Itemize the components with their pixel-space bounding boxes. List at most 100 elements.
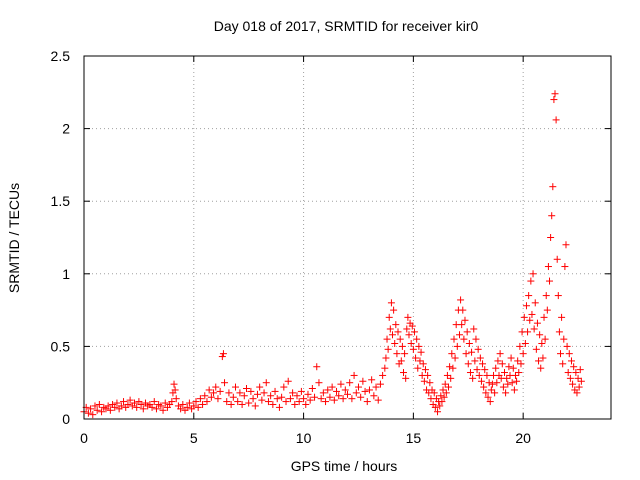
y-tick-label: 1 xyxy=(62,266,70,282)
data-point xyxy=(386,325,394,333)
data-point xyxy=(517,360,525,368)
data-point xyxy=(391,339,399,347)
data-point xyxy=(401,350,409,358)
data-point xyxy=(273,395,281,403)
data-point xyxy=(337,380,345,388)
data-point xyxy=(540,313,548,321)
data-point xyxy=(558,313,566,321)
data-point xyxy=(532,345,540,353)
y-axis-label: SRMTID / TECUs xyxy=(6,183,22,293)
data-point xyxy=(409,345,417,353)
data-point xyxy=(304,390,312,398)
data-point xyxy=(556,350,564,358)
data-point xyxy=(390,306,398,314)
data-point xyxy=(190,402,198,410)
data-point xyxy=(89,411,97,419)
data-point xyxy=(382,354,390,362)
data-point xyxy=(488,380,496,388)
data-point xyxy=(359,377,367,385)
data-point xyxy=(507,354,515,362)
data-point xyxy=(491,389,499,397)
data-point xyxy=(381,364,389,372)
data-point xyxy=(289,389,297,397)
data-point xyxy=(280,383,288,391)
data-point xyxy=(424,371,432,379)
data-point xyxy=(335,392,343,400)
data-point xyxy=(563,342,571,350)
data-point xyxy=(530,325,538,333)
data-point xyxy=(111,403,119,411)
data-point xyxy=(374,396,382,404)
data-point xyxy=(93,406,101,414)
data-point xyxy=(267,392,275,400)
data-point xyxy=(574,374,582,382)
grid-layer xyxy=(84,56,611,419)
data-point xyxy=(553,255,561,263)
data-point xyxy=(225,389,233,397)
data-point xyxy=(438,398,446,406)
data-point xyxy=(269,400,277,408)
data-point xyxy=(157,402,165,410)
data-point xyxy=(477,377,485,385)
data-point xyxy=(227,400,235,408)
data-point xyxy=(171,386,179,394)
data-point xyxy=(461,316,469,324)
data-point xyxy=(509,364,517,372)
data-point xyxy=(354,383,362,391)
data-point xyxy=(385,313,393,321)
data-point xyxy=(529,270,537,278)
data-point xyxy=(317,395,325,403)
data-point xyxy=(376,380,384,388)
data-point xyxy=(379,371,387,379)
data-point xyxy=(522,302,530,310)
data-point xyxy=(524,328,532,336)
data-point xyxy=(457,296,465,304)
data-point xyxy=(426,379,434,387)
x-tick-label: 10 xyxy=(296,430,312,446)
data-point xyxy=(126,396,134,404)
data-point xyxy=(439,386,447,394)
data-point xyxy=(219,350,227,358)
data-point xyxy=(501,369,509,377)
data-point xyxy=(466,369,474,377)
data-point xyxy=(472,335,480,343)
data-point xyxy=(161,399,169,407)
data-point xyxy=(232,383,240,391)
data-point xyxy=(104,402,112,410)
data-point xyxy=(229,393,237,401)
chart-title: Day 018 of 2017, SRMTID for receiver kir… xyxy=(214,18,479,34)
data-point xyxy=(519,350,527,358)
data-point xyxy=(521,339,529,347)
data-point xyxy=(471,357,479,365)
data-point xyxy=(238,400,246,408)
data-point xyxy=(264,398,272,406)
data-point xyxy=(124,400,132,408)
data-point xyxy=(561,263,569,271)
data-point xyxy=(526,316,534,324)
data-point xyxy=(275,403,283,411)
data-point xyxy=(148,403,156,411)
x-tick-label: 20 xyxy=(515,430,531,446)
data-point xyxy=(573,389,581,397)
data-point xyxy=(137,400,145,408)
data-point xyxy=(440,393,448,401)
data-point xyxy=(311,393,319,401)
data-point xyxy=(194,403,202,411)
data-point xyxy=(284,377,292,385)
data-point xyxy=(546,277,554,285)
data-point xyxy=(383,335,391,343)
data-point xyxy=(408,322,416,330)
data-point xyxy=(260,389,268,397)
data-point xyxy=(387,299,395,307)
data-point xyxy=(559,360,567,368)
data-point xyxy=(516,342,524,350)
data-point xyxy=(474,345,482,353)
data-point xyxy=(315,379,323,387)
data-point xyxy=(537,364,545,372)
data-point xyxy=(216,387,224,395)
data-point xyxy=(258,396,266,404)
data-point xyxy=(560,335,568,343)
data-point xyxy=(344,390,351,398)
data-point xyxy=(441,380,449,388)
data-point xyxy=(513,377,521,385)
